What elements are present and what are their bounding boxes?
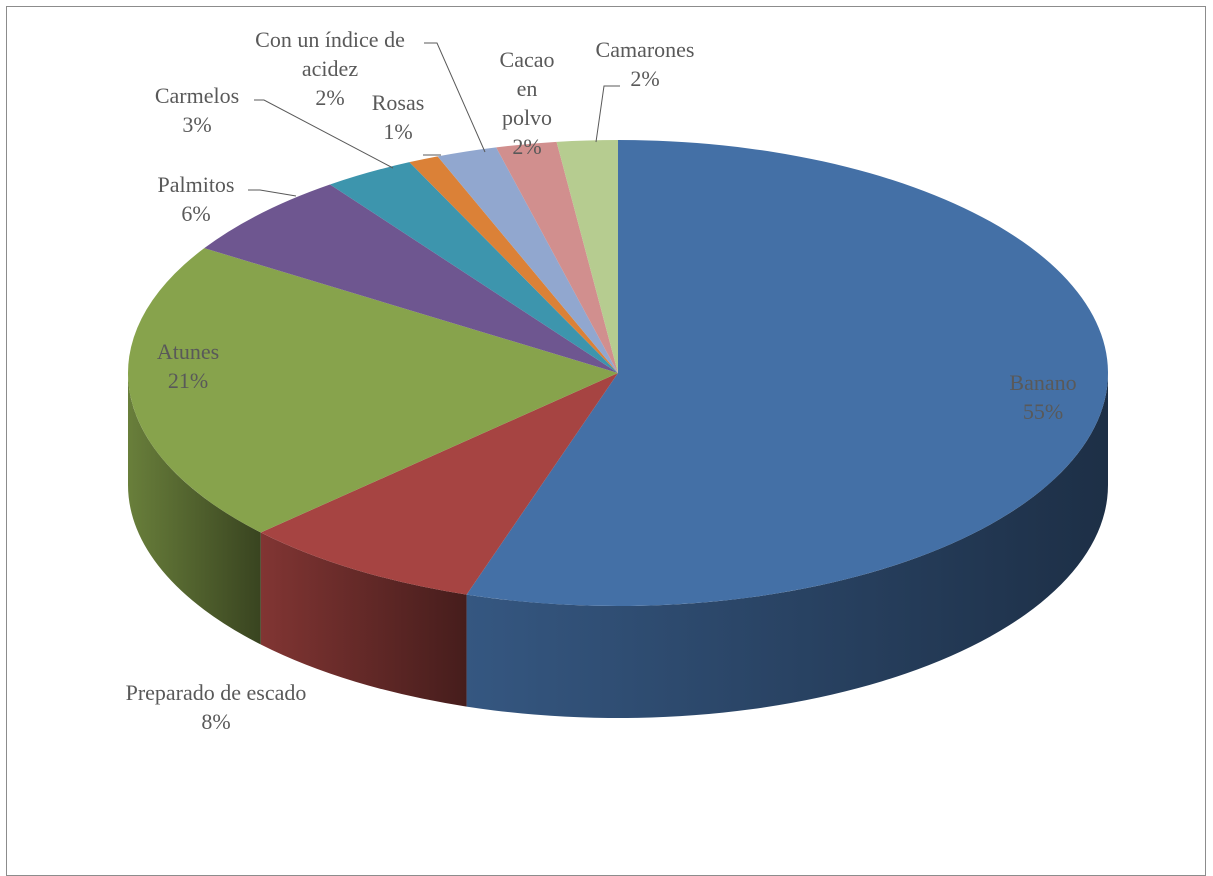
data-label-5: Rosas 1% [372, 90, 425, 144]
data-label-3: Palmitos 6% [157, 172, 234, 226]
slice-side-0 [466, 373, 1108, 718]
slice-7[interactable] [496, 141, 618, 373]
pie-top [127, 140, 1109, 607]
slice-8[interactable] [556, 140, 618, 373]
slice-5[interactable] [409, 156, 618, 373]
slice-side-2 [128, 373, 261, 645]
slice-2[interactable] [127, 248, 619, 533]
data-label-7: Cacao en polvo 2% [500, 47, 555, 159]
leader-line-6 [424, 42, 486, 153]
data-label-1: Preparado de escado 8% [126, 680, 307, 734]
slice-1[interactable] [260, 373, 618, 595]
leader-line-8 [595, 85, 620, 143]
data-labels: Banano 55% Preparado de escado 8% Atunes 21% P… [126, 27, 1077, 734]
data-label-4: Carmelos 3% [155, 83, 239, 137]
slice-side-1 [260, 532, 467, 707]
data-label-0: Banano 55% [1009, 370, 1076, 424]
slice-3[interactable] [204, 184, 619, 373]
leader-line-4 [254, 99, 394, 169]
data-label-8: Camarones 2% [596, 37, 695, 91]
pie-sides [128, 373, 1108, 718]
slice-6[interactable] [437, 147, 618, 373]
data-label-6: Con un índice de acidez 2% [255, 27, 405, 110]
slice-4[interactable] [329, 162, 618, 373]
data-label-2: Atunes 21% [157, 339, 219, 393]
slice-0[interactable] [466, 140, 1109, 607]
leader-line-3 [248, 189, 297, 197]
